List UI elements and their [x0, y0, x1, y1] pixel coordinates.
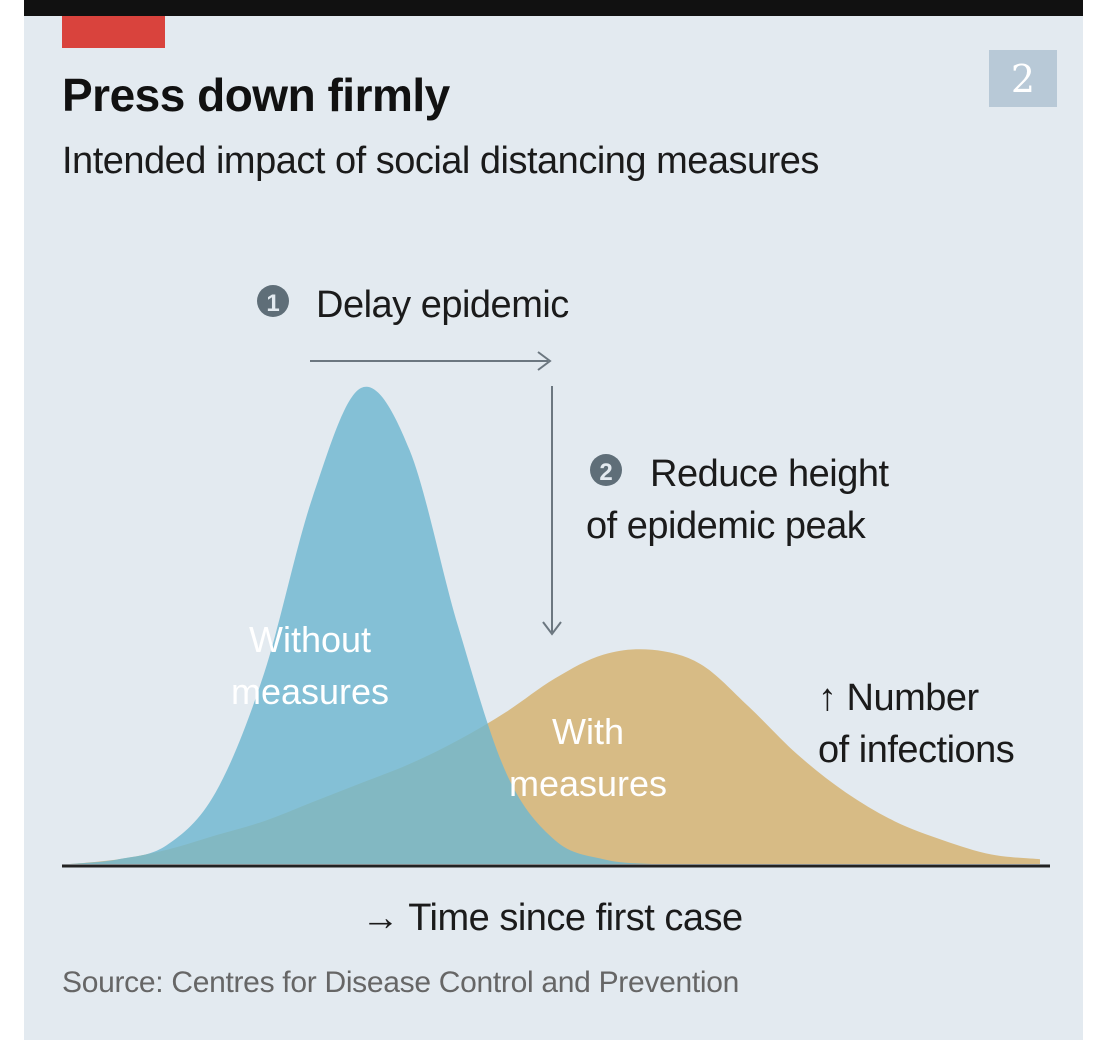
with-measures-label-line-2: measures: [509, 763, 667, 804]
annotation-1-label: Delay epidemic: [316, 284, 569, 326]
without-measures-area: [70, 386, 1040, 864]
source-note: Source: Centres for Disease Control and …: [62, 966, 740, 999]
annotation-1-number: 1: [266, 290, 279, 317]
without-measures-label-line-1: Without: [249, 619, 371, 660]
without-measures-label-line-2: measures: [231, 671, 389, 712]
annotation-2-label-line-2: of epidemic peak: [586, 505, 867, 547]
annotation-2-number: 2: [599, 459, 612, 486]
x-axis-label: → Time since first case: [361, 897, 742, 939]
y-axis-label-line-2: of infections: [818, 729, 1014, 771]
annotation-2-number-circle: [590, 454, 622, 486]
top-rule: [24, 0, 1083, 16]
brand-tab: [62, 16, 165, 48]
chart-subtitle: Intended impact of social distancing mea…: [62, 140, 819, 182]
with-measures-label-line-1: With: [552, 711, 624, 752]
reduce-arrow-head: [542, 621, 562, 636]
chart-number-badge: 2: [989, 50, 1057, 107]
delay-arrow-head: [537, 351, 552, 371]
chart-title: Press down firmly: [62, 69, 450, 121]
annotation-1-number-circle: [257, 285, 289, 317]
y-axis-label-line-1: ↑ Number: [818, 677, 980, 719]
annotation-2-label-line-1: Reduce height: [650, 453, 890, 495]
